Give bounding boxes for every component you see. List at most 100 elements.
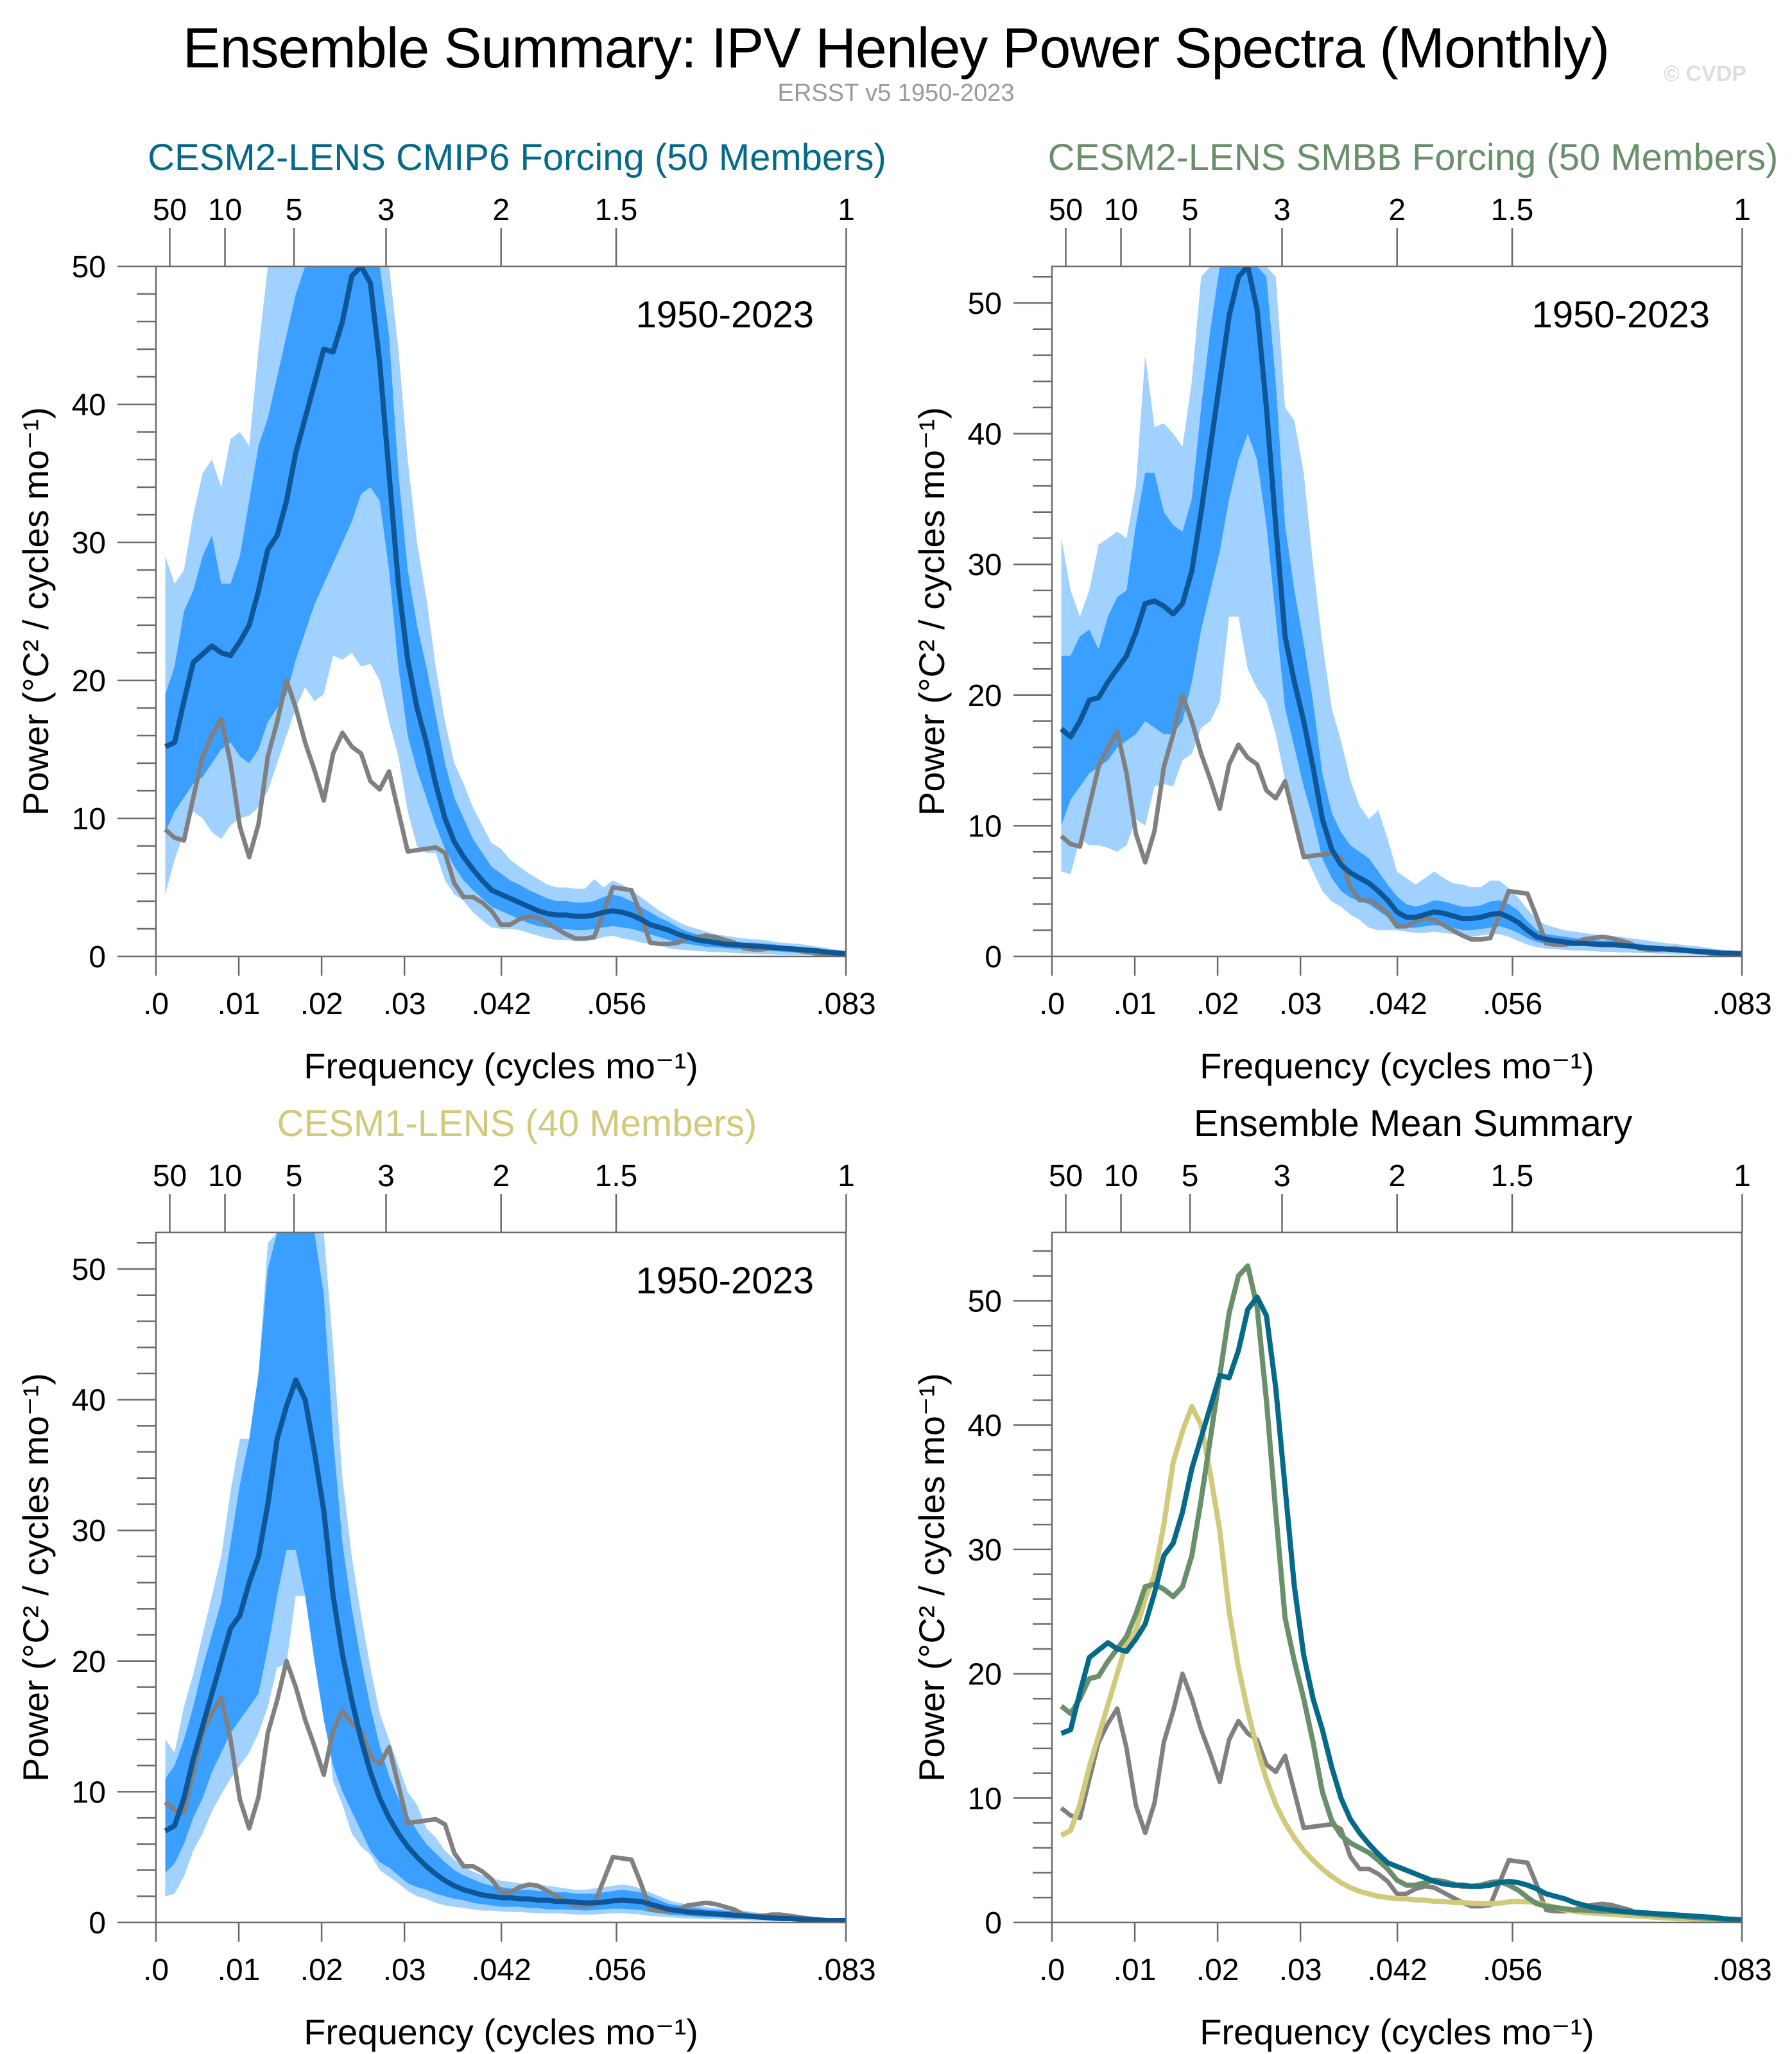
top-period-label: 3 [1273, 193, 1291, 227]
series-line-cesm1 [1060, 1404, 1742, 1922]
x-tick-label: .042 [471, 1953, 531, 1987]
top-period-label: 1.5 [595, 193, 638, 227]
ensemble-mean-line [164, 1377, 846, 1922]
panel-cmip6: 0 10 20 30 40 50 .0 .01 .02 .03 .042 .056 .083 50 10 5 3… [15, 137, 886, 1086]
ensemble-mean-line [1059, 266, 1742, 956]
top-period-label: 1 [838, 1159, 855, 1193]
top-period-label: 3 [1273, 1159, 1291, 1193]
y-tick-label: 50 [968, 1285, 1002, 1319]
x-axis-label: Frequency (cycles mo⁻¹) [304, 1046, 698, 1086]
inner-spread-band [1061, 266, 1742, 954]
x-tick-label: .042 [471, 987, 531, 1021]
y-axis-label: Power (°C² / cycles mo⁻¹) [911, 407, 952, 816]
y-tick-label: 50 [968, 287, 1002, 321]
top-period-label: 5 [1182, 193, 1199, 227]
top-period-label: 50 [1049, 193, 1083, 227]
x-tick-label: .01 [1114, 987, 1157, 1021]
top-period-label: 3 [377, 193, 395, 227]
series-line-cmip6 [1060, 1294, 1742, 1922]
y-tick-label: 30 [72, 1514, 106, 1548]
inner-spread-band [165, 1232, 846, 1921]
top-period-label: 2 [492, 193, 510, 227]
x-tick-label: .02 [1196, 987, 1239, 1021]
x-tick-label: .042 [1367, 987, 1427, 1021]
figure-subtitle: ERSST v5 1950-2023 [777, 80, 1015, 107]
x-tick-label: .056 [1483, 1953, 1542, 1987]
y-tick-label: 30 [72, 526, 106, 560]
y-tick-label: 40 [968, 418, 1002, 452]
panel-title: CESM2-LENS SMBB Forcing (50 Members) [1048, 137, 1779, 178]
top-period-label: 1 [838, 193, 855, 227]
top-period-label: 5 [286, 1159, 303, 1193]
top-period-label: 50 [153, 1159, 187, 1193]
period-annotation: 1950-2023 [636, 1260, 814, 1302]
x-tick-label: .083 [1712, 1953, 1771, 1987]
x-tick-label: .03 [1279, 1953, 1322, 1987]
plot-area [164, 1232, 846, 1922]
period-annotation: 1950-2023 [1532, 294, 1710, 336]
panel-title: CESM1-LENS (40 Members) [277, 1103, 757, 1144]
top-period-label: 10 [1104, 193, 1138, 227]
x-axis-label: Frequency (cycles mo⁻¹) [304, 2012, 698, 2052]
x-tick-label: .03 [1279, 987, 1322, 1021]
x-tick-label: .083 [816, 987, 875, 1021]
x-tick-label: .02 [300, 987, 343, 1021]
x-tick-label: .0 [143, 987, 169, 1021]
y-axis-label: Power (°C² / cycles mo⁻¹) [15, 407, 56, 816]
x-tick-label: .056 [587, 987, 646, 1021]
panel-title: Ensemble Mean Summary [1194, 1103, 1632, 1144]
x-tick-label: .083 [1712, 987, 1771, 1021]
x-tick-label: .056 [587, 1953, 646, 1987]
y-tick-label: 0 [985, 1906, 1002, 1940]
series-line-smbb [1060, 1263, 1742, 1922]
y-tick-label: 50 [72, 1253, 106, 1287]
y-tick-label: 10 [968, 809, 1002, 843]
y-tick-label: 0 [89, 1906, 106, 1940]
panel-ensemble-mean-summary: 0 10 20 30 40 50 .0 .01 .02 .03 .042 .056 .083 50 10 5 3… [911, 1103, 1772, 2052]
observed-line [164, 1659, 846, 1922]
x-tick-label: .0 [1039, 1953, 1065, 1987]
top-period-label: 10 [208, 193, 242, 227]
top-period-label: 1.5 [1491, 1159, 1534, 1193]
y-tick-label: 20 [968, 679, 1002, 713]
y-tick-label: 0 [985, 940, 1002, 974]
panel-smbb: 0 10 20 30 40 50 .0 .01 .02 .03 .042 .056 .083 50 10 5 3… [911, 137, 1778, 1086]
y-axis-label: Power (°C² / cycles mo⁻¹) [15, 1373, 56, 1782]
panel-title: CESM2-LENS CMIP6 Forcing (50 Members) [148, 137, 886, 178]
top-period-label: 1.5 [1491, 193, 1534, 227]
y-tick-label: 50 [72, 250, 106, 284]
top-period-label: 1.5 [595, 1159, 638, 1193]
y-tick-label: 40 [72, 388, 106, 422]
x-tick-label: .056 [1483, 987, 1542, 1021]
y-tick-label: 30 [968, 1533, 1002, 1567]
observed-line [1060, 693, 1742, 956]
y-tick-label: 0 [89, 940, 106, 974]
x-axis-label: Frequency (cycles mo⁻¹) [1200, 2012, 1594, 2052]
x-tick-label: .083 [816, 1953, 875, 1987]
x-tick-label: .03 [383, 987, 426, 1021]
top-period-label: 10 [1104, 1159, 1138, 1193]
y-tick-label: 10 [72, 1775, 106, 1809]
top-period-label: 50 [153, 193, 187, 227]
x-tick-label: .01 [218, 987, 261, 1021]
top-period-label: 2 [1388, 193, 1406, 227]
y-tick-label: 40 [72, 1384, 106, 1418]
x-tick-label: .0 [1039, 987, 1065, 1021]
top-period-label: 2 [1388, 1159, 1406, 1193]
plot-area [1060, 1263, 1742, 1922]
x-axis-label: Frequency (cycles mo⁻¹) [1200, 1046, 1594, 1086]
panel-cesm1: 0 10 20 30 40 50 .0 .01 .02 .03 .042 .056 .083 50 10 5 3… [15, 1103, 876, 2052]
plot-area [164, 266, 846, 956]
x-tick-label: .01 [1114, 1953, 1157, 1987]
top-period-label: 1 [1734, 1159, 1751, 1193]
top-period-label: 50 [1049, 1159, 1083, 1193]
watermark: © CVDP [1664, 62, 1746, 86]
y-tick-label: 10 [72, 802, 106, 836]
top-period-label: 5 [286, 193, 303, 227]
x-tick-label: .03 [383, 1953, 426, 1987]
x-tick-label: .02 [300, 1953, 343, 1987]
y-tick-label: 30 [968, 548, 1002, 582]
y-tick-label: 20 [72, 1645, 106, 1679]
ensemble-mean-line [164, 266, 846, 956]
top-period-label: 5 [1182, 1159, 1199, 1193]
